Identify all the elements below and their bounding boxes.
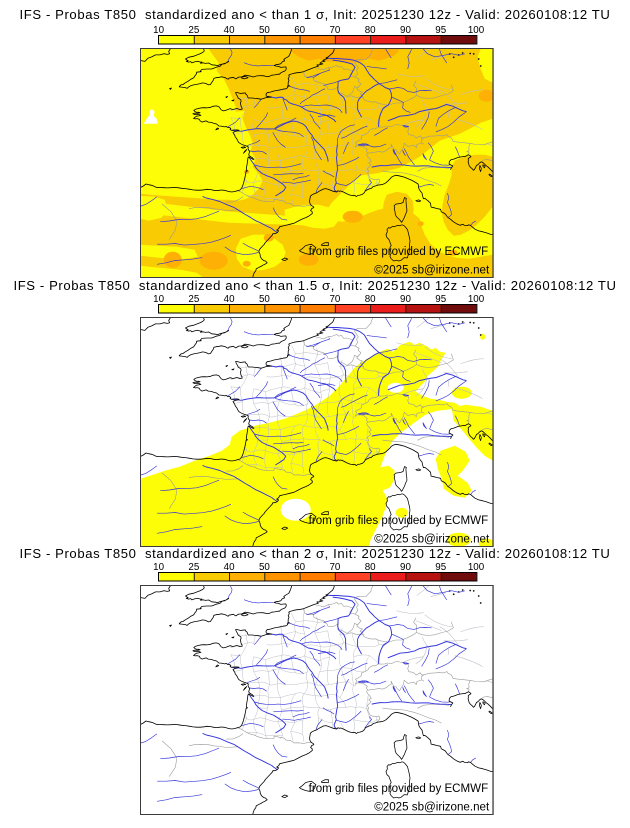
svg-text:from grib files provided by EC: from grib files provided by ECMWF (309, 246, 489, 258)
svg-text:from grib files provided by EC: from grib files provided by ECMWF (309, 783, 489, 795)
svg-text:©2025 sb@irizone.net: ©2025 sb@irizone.net (375, 802, 491, 814)
svg-text:©2025 sb@irizone.net: ©2025 sb@irizone.net (375, 265, 491, 277)
svg-text:©2025 sb@irizone.net: ©2025 sb@irizone.net (375, 534, 491, 546)
svg-text:from grib files provided by EC: from grib files provided by ECMWF (309, 515, 489, 527)
